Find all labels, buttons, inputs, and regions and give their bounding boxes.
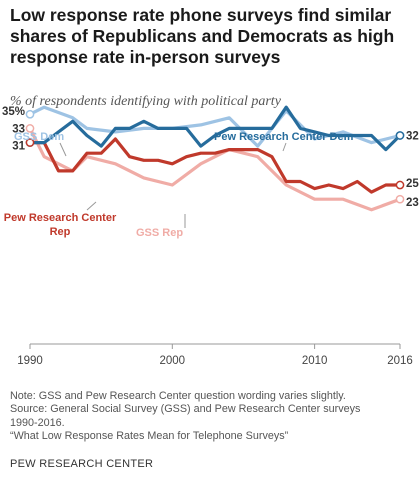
start-marker [25,138,35,147]
leader-line-pew-dem [282,142,287,152]
source-line-2: 1990-2016. [10,416,65,429]
leader-line-pew-rep [86,201,97,211]
label-group: 35% 32 33 23 31 25 GSS Dem Pew Research Center … [2,106,419,239]
x-tick-label: 2000 [160,355,186,367]
series-line-pew-research-center-rep [28,137,402,194]
end-value-label: 32 [406,130,419,142]
chart-title: Low response rate phone surveys find sim… [10,5,395,67]
series-group [28,105,402,212]
chart-notes: Note: GSS and Pew Research Center questi… [10,390,415,444]
start-value-label: 33 [12,123,25,135]
series-label-gss-rep: GSS Rep [136,227,183,239]
source-line-3: “What Low Response Rates Mean for Teleph… [10,430,289,443]
series-label-pew-rep-line2: Rep [50,226,71,238]
series-label-pew-rep-line1: Pew Research Center [4,212,117,224]
series-label-pew-dem: Pew Research Center Dem [214,131,354,143]
x-tick-label: 1990 [17,355,43,367]
x-axis: 1990 2000 2010 2016 [17,343,413,367]
start-marker [25,124,35,133]
x-tick-label: 2016 [387,355,413,367]
start-value-label: 35% [2,106,25,118]
series-label-gss-dem: GSS Dem [14,131,64,143]
end-value-label: 23 [406,197,419,209]
source-line-1: Source: General Social Survey (GSS) and … [10,403,361,416]
x-tick-label: 2010 [302,355,328,367]
leader-line-gss-dem [59,142,67,157]
end-marker [395,194,405,204]
series-line-pew-research-center-dem [28,105,402,152]
start-value-label: 31 [12,141,25,153]
brand-logo-text: PEW RESEARCH CENTER [10,458,154,470]
note-text: Note: GSS and Pew Research Center questi… [10,390,346,402]
line-chart: 1990 2000 2010 2016 35% 32 33 23 31 25 GSS Dem Pew… [2,105,419,367]
end-marker [395,131,405,140]
end-value-label: 25 [406,178,419,190]
end-marker [395,180,405,190]
start-marker [25,109,35,119]
chart-subtitle: % of respondents identifying with politi… [10,94,281,109]
